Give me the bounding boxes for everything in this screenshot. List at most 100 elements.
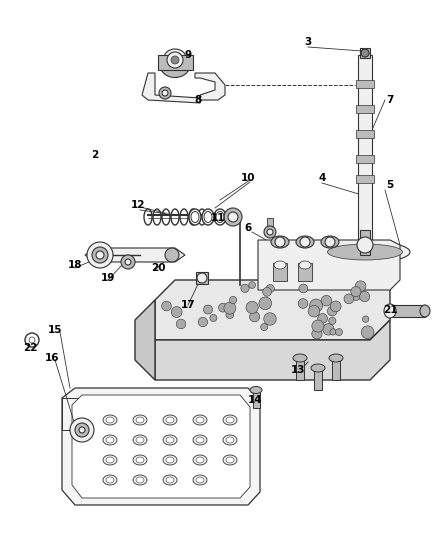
Ellipse shape — [106, 477, 114, 483]
Ellipse shape — [321, 236, 339, 248]
Circle shape — [312, 320, 324, 332]
Circle shape — [250, 312, 260, 322]
Bar — [356, 80, 374, 88]
Ellipse shape — [106, 417, 114, 423]
Ellipse shape — [196, 417, 204, 423]
Circle shape — [323, 324, 334, 335]
Ellipse shape — [163, 415, 177, 425]
Ellipse shape — [103, 455, 117, 465]
Ellipse shape — [136, 437, 144, 443]
Bar — [267, 218, 273, 232]
Ellipse shape — [103, 415, 117, 425]
Circle shape — [204, 305, 212, 314]
Bar — [356, 175, 374, 183]
Text: 2: 2 — [92, 150, 99, 160]
Circle shape — [361, 326, 374, 338]
Circle shape — [246, 301, 258, 313]
Ellipse shape — [214, 209, 226, 225]
Text: 8: 8 — [194, 95, 201, 105]
Circle shape — [176, 319, 186, 329]
Ellipse shape — [163, 455, 177, 465]
Bar — [296, 358, 304, 380]
Ellipse shape — [226, 417, 234, 423]
Circle shape — [162, 301, 171, 311]
Circle shape — [308, 305, 320, 317]
Text: 6: 6 — [244, 223, 251, 233]
Ellipse shape — [196, 477, 204, 483]
Circle shape — [362, 316, 369, 322]
Circle shape — [359, 292, 370, 302]
Ellipse shape — [133, 415, 147, 425]
Circle shape — [167, 52, 183, 68]
Bar — [253, 390, 260, 408]
Ellipse shape — [202, 209, 214, 225]
Circle shape — [329, 317, 336, 325]
Ellipse shape — [103, 475, 117, 485]
Circle shape — [241, 284, 249, 293]
Circle shape — [224, 208, 242, 226]
Text: 21: 21 — [383, 305, 397, 315]
Text: 7: 7 — [386, 95, 394, 105]
Text: 16: 16 — [45, 353, 59, 363]
Polygon shape — [155, 280, 390, 340]
Polygon shape — [142, 73, 200, 103]
Polygon shape — [155, 320, 390, 380]
Ellipse shape — [133, 455, 147, 465]
Ellipse shape — [311, 364, 325, 372]
Bar — [298, 263, 312, 281]
Ellipse shape — [166, 477, 174, 483]
Circle shape — [351, 287, 361, 297]
Ellipse shape — [103, 435, 117, 445]
Ellipse shape — [274, 261, 286, 269]
Ellipse shape — [193, 475, 207, 485]
Ellipse shape — [133, 475, 147, 485]
Text: 11: 11 — [211, 213, 225, 223]
Circle shape — [197, 273, 207, 283]
Text: 20: 20 — [151, 263, 165, 273]
Ellipse shape — [293, 354, 307, 362]
Circle shape — [312, 329, 322, 339]
Circle shape — [300, 237, 310, 247]
Circle shape — [325, 237, 335, 247]
Bar — [196, 272, 208, 284]
Circle shape — [330, 301, 341, 312]
Bar — [158, 55, 193, 70]
Circle shape — [165, 248, 179, 262]
Ellipse shape — [193, 435, 207, 445]
Circle shape — [318, 313, 328, 324]
Circle shape — [226, 311, 234, 319]
Circle shape — [87, 242, 113, 268]
Polygon shape — [72, 395, 250, 498]
Ellipse shape — [223, 415, 237, 425]
Circle shape — [121, 255, 135, 269]
Circle shape — [264, 313, 276, 325]
Ellipse shape — [223, 455, 237, 465]
Ellipse shape — [384, 304, 396, 318]
Text: 9: 9 — [184, 50, 191, 60]
Text: 12: 12 — [131, 200, 145, 210]
Circle shape — [344, 294, 354, 304]
Polygon shape — [135, 300, 155, 380]
Ellipse shape — [223, 435, 237, 445]
Circle shape — [224, 302, 236, 314]
Ellipse shape — [328, 244, 403, 260]
Circle shape — [96, 251, 104, 259]
Text: 4: 4 — [318, 173, 326, 183]
Ellipse shape — [193, 415, 207, 425]
Circle shape — [327, 306, 337, 316]
Ellipse shape — [136, 417, 144, 423]
Ellipse shape — [136, 477, 144, 483]
Ellipse shape — [160, 52, 190, 77]
Ellipse shape — [299, 261, 311, 269]
Circle shape — [125, 259, 131, 265]
Circle shape — [298, 298, 308, 309]
Circle shape — [336, 328, 343, 336]
Text: 22: 22 — [23, 343, 37, 353]
Ellipse shape — [166, 417, 174, 423]
Circle shape — [159, 87, 171, 99]
Ellipse shape — [106, 457, 114, 463]
Ellipse shape — [226, 457, 234, 463]
Ellipse shape — [166, 457, 174, 463]
Text: 17: 17 — [181, 300, 195, 310]
Circle shape — [361, 49, 369, 57]
